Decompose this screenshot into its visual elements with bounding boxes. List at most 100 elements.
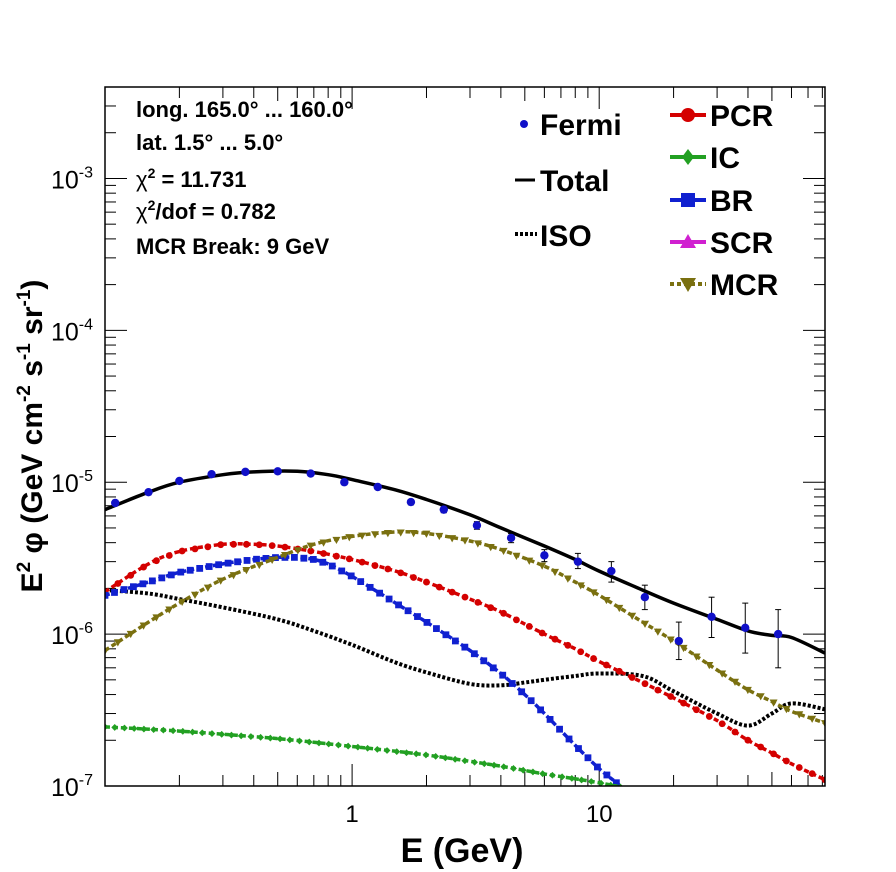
legend-scr-marker: [680, 234, 696, 248]
series-br-marker: [565, 735, 573, 743]
series-br-marker: [148, 577, 156, 585]
series-fermi: [111, 467, 783, 669]
info-latitude: lat. 1.5° ... 5.0°: [136, 130, 283, 155]
series-ic-marker: [480, 760, 488, 768]
series-br-line: [105, 555, 623, 786]
series-pcr-marker: [435, 583, 443, 591]
series-pcr-marker: [255, 541, 263, 549]
series-br-marker: [366, 583, 374, 591]
series-br-marker: [414, 613, 421, 620]
series-pcr-marker: [667, 693, 675, 700]
series-pcr-marker: [178, 547, 186, 555]
series-pcr-marker: [281, 543, 289, 551]
series-pcr-marker: [680, 699, 687, 707]
info-chi2-dof: χ2/dof = 0.782: [136, 197, 276, 224]
series-ic-marker: [578, 776, 585, 784]
series-ic-marker: [325, 740, 333, 748]
series-ic-marker: [140, 725, 148, 733]
series-mcr-marker: [113, 639, 122, 647]
data-layer: [105, 467, 825, 786]
series-ic-marker: [568, 774, 576, 782]
series-mcr-marker: [756, 693, 765, 701]
series-br-marker: [215, 561, 223, 569]
series-pcr-marker: [371, 562, 379, 569]
series-br-marker: [167, 571, 175, 579]
series-br-marker: [262, 555, 270, 562]
series-mcr-marker: [216, 577, 225, 585]
series-pcr-marker: [204, 543, 212, 551]
series-mcr-marker: [743, 686, 752, 695]
series-ic-marker: [344, 742, 352, 750]
series-br-marker: [433, 625, 440, 632]
legend-iso: ISO: [515, 220, 592, 253]
fermi-point: [373, 482, 382, 492]
axis-ticks: [104, 86, 825, 787]
series-pcr-marker: [358, 558, 366, 566]
series-br-marker: [319, 558, 327, 566]
series-mcr-marker: [165, 606, 174, 614]
series-pcr-marker: [448, 588, 456, 596]
series-mcr-marker: [602, 596, 611, 605]
series-br-marker: [328, 562, 336, 570]
series-mcr-marker: [409, 530, 418, 538]
series-ic-marker: [510, 765, 517, 772]
series-ic-marker: [237, 732, 245, 740]
series-pcr-marker: [230, 540, 237, 548]
series-mcr-marker: [563, 575, 572, 583]
series-mcr-marker: [332, 536, 341, 545]
series-pcr-marker: [718, 720, 726, 728]
series-ic-marker: [179, 727, 187, 735]
series-ic-marker: [159, 726, 167, 734]
series-mcr-marker: [461, 537, 469, 545]
fermi-point: [573, 557, 583, 566]
series-ic-marker: [266, 734, 274, 742]
series-pcr-marker: [127, 571, 135, 579]
series-pcr-marker: [268, 542, 276, 550]
series-pcr-marker: [461, 593, 469, 601]
series-ic-marker: [587, 778, 595, 785]
series-ic-marker: [373, 745, 381, 753]
fermi-point: [506, 533, 516, 543]
series-br-marker: [594, 763, 601, 771]
series-mcr-marker: [666, 636, 675, 644]
fermi-point: [741, 623, 750, 633]
info-block: long. 165.0° ... 160.0° lat. 1.5° ... 5.…: [136, 97, 353, 259]
fermi-point: [111, 498, 120, 508]
series-br-marker: [139, 580, 147, 588]
info-longitude: long. 165.0° ... 160.0°: [136, 97, 353, 122]
series-br-marker: [508, 680, 516, 687]
series-br-marker: [546, 716, 554, 723]
series-mcr-marker: [692, 653, 701, 661]
legend-pcr-label: PCR: [710, 100, 774, 133]
y-tick-label: 10-3: [51, 164, 93, 194]
series-mcr-marker: [268, 556, 277, 564]
series-ic-marker: [451, 755, 459, 763]
series-pcr-marker: [551, 635, 559, 643]
series-pcr-marker: [500, 609, 507, 617]
series-mcr-marker: [473, 540, 482, 548]
series-br-marker: [423, 619, 431, 626]
series-br-marker: [376, 589, 384, 597]
series-br-marker: [158, 574, 166, 582]
series-br-marker: [537, 706, 545, 714]
x-axis-title: E (GeV): [401, 832, 524, 870]
legend-mcr: MCR: [670, 269, 779, 302]
series-mcr-marker: [371, 531, 379, 539]
series-mcr-marker: [126, 630, 135, 639]
series-mcr-marker: [551, 568, 559, 577]
series-br-marker: [442, 631, 450, 639]
series-ic-marker: [296, 737, 303, 745]
series-ic-marker: [441, 754, 449, 762]
series-mcr-marker: [718, 670, 727, 678]
series-ic-marker: [354, 743, 362, 751]
fermi-point: [175, 476, 184, 486]
series-mcr-marker: [808, 715, 817, 723]
legend-fermi: Fermi: [520, 109, 622, 142]
series-ic-marker: [208, 730, 216, 737]
series-br-marker: [385, 595, 393, 603]
series-mcr-marker: [396, 529, 405, 537]
series-mcr-marker: [486, 543, 495, 552]
fermi-point: [674, 636, 684, 646]
series-pcr-marker: [243, 540, 250, 548]
series-mcr-marker: [499, 547, 508, 556]
